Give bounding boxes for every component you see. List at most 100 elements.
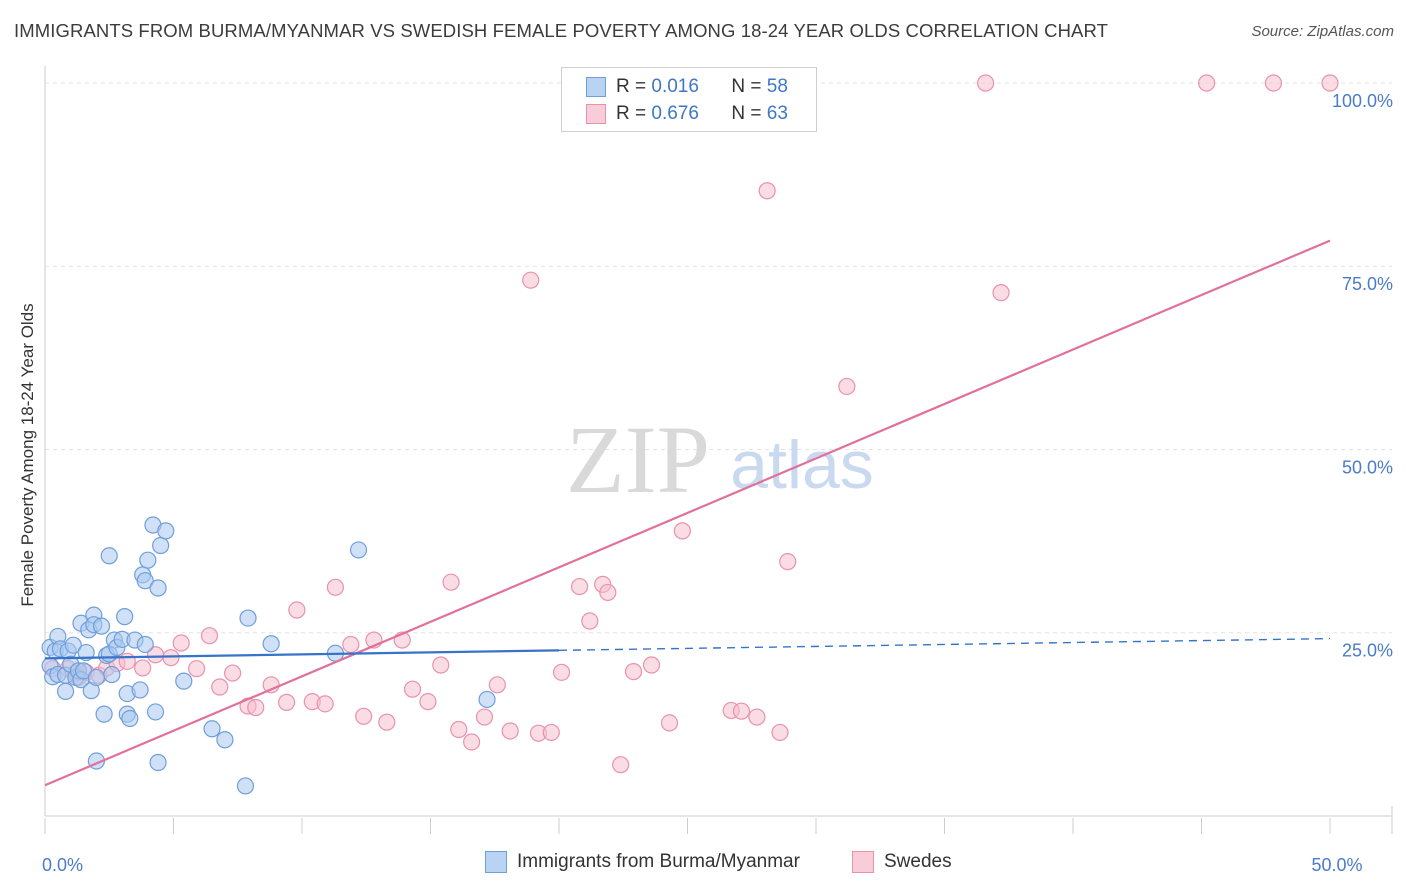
swedes-point — [570, 577, 589, 596]
legend-n-value: 58 — [766, 76, 788, 97]
swedes-point — [612, 756, 630, 774]
swedes-point — [200, 627, 219, 645]
swedes-point — [188, 660, 206, 678]
chart-title: IMMIGRANTS FROM BURMA/MYANMAR VS SWEDISH… — [14, 20, 1108, 41]
swedes-point — [288, 601, 306, 619]
burma-point — [349, 541, 368, 559]
swedes-point — [501, 722, 519, 740]
swedes-point — [748, 708, 766, 726]
legend-r-value: 0.016 — [651, 76, 699, 97]
swedes-point — [211, 678, 229, 696]
burma-point — [262, 635, 280, 653]
swedes-point — [118, 652, 136, 670]
watermark-zip: ZIP — [566, 406, 710, 513]
swedes-point — [599, 583, 617, 602]
burma-trend-extension — [558, 637, 1331, 652]
burma-point — [139, 551, 157, 569]
swedes-point — [247, 698, 265, 717]
swedes-point — [403, 680, 422, 698]
swedes-point — [673, 522, 691, 540]
burma-point — [136, 635, 154, 654]
y-tick-label: 25.0% — [1342, 641, 1393, 661]
swedes-point — [758, 182, 776, 200]
burma-point — [95, 705, 113, 723]
burma-points — [41, 516, 496, 795]
burma-point — [157, 522, 175, 540]
swedes-point — [542, 723, 560, 742]
swedes-point — [342, 635, 360, 654]
swedes-point — [224, 664, 242, 682]
burma-point — [152, 536, 170, 555]
swedes-point — [378, 713, 396, 731]
burma-point — [87, 668, 106, 687]
burma-point — [56, 682, 75, 700]
legend-item-burma[interactable]: Immigrants from Burma/Myanmar — [485, 851, 800, 873]
burma-point — [100, 547, 118, 565]
swedes-point — [642, 656, 661, 674]
swedes-point — [1321, 74, 1339, 92]
swedes-point — [134, 659, 152, 677]
burma-point — [103, 665, 121, 684]
legend-swatch-blue — [586, 77, 606, 97]
swedes-point — [1198, 74, 1216, 92]
swedes-point — [552, 663, 571, 681]
burma-point — [149, 753, 167, 772]
legend-n-label: N = — [731, 103, 767, 124]
swedes-point — [522, 271, 540, 289]
swedes-point — [581, 612, 599, 630]
burma-point — [236, 777, 255, 795]
burma-point — [116, 608, 134, 626]
swedes-point — [355, 707, 373, 725]
burma-point — [77, 643, 95, 662]
y-tick-label: 75.0% — [1342, 274, 1393, 294]
swedes-point — [1264, 74, 1283, 92]
legend-swatch-pink — [852, 851, 874, 873]
source-label: Source: ZipAtlas.com — [1251, 23, 1394, 40]
burma-point — [239, 609, 257, 627]
swedes-point — [463, 733, 481, 751]
legend-row-swedes: R = 0.676 N = 63 — [586, 102, 788, 126]
swedes-point — [624, 662, 643, 681]
swedes-point — [419, 693, 437, 711]
legend-r-value: 0.676 — [651, 103, 699, 124]
axes — [44, 66, 1393, 834]
swedes-point — [488, 676, 506, 694]
legend-n-label: N = — [731, 76, 767, 97]
x-tick-label: 0.0% — [42, 855, 83, 875]
legend-item-swedes[interactable]: Swedes — [852, 851, 952, 873]
burma-point — [131, 681, 149, 699]
swedes-trend-line — [44, 239, 1331, 787]
legend-label-burma: Immigrants from Burma/Myanmar — [517, 851, 800, 872]
swedes-point — [771, 723, 789, 742]
legend-r-label: R = — [616, 103, 652, 124]
burma-point — [64, 636, 82, 654]
swedes-point — [660, 714, 679, 732]
swedes-point — [475, 708, 494, 726]
legend-r-label: R = — [616, 76, 652, 97]
burma-point — [478, 690, 496, 709]
trend-lines — [44, 239, 1331, 787]
legend-label-swedes: Swedes — [884, 851, 952, 872]
swedes-point — [779, 553, 797, 571]
swedes-point — [162, 649, 180, 667]
burma-point — [92, 617, 111, 635]
legend-swatch-blue — [485, 851, 507, 873]
burma-point — [146, 703, 165, 721]
legend-swatch-pink — [586, 104, 606, 124]
burma-point — [203, 720, 221, 738]
y-tick-label: 50.0% — [1342, 457, 1393, 477]
swedes-point — [992, 284, 1010, 302]
legend-row-burma: R = 0.016 N = 58 — [586, 75, 788, 99]
tick-labels: 25.0% 50.0% 75.0% 100.0% 0.0% 50.0% — [42, 91, 1393, 875]
burma-point — [216, 731, 234, 749]
watermark: ZIP atlas — [566, 406, 874, 513]
burma-point — [136, 572, 154, 590]
burma-point — [121, 709, 139, 728]
swedes-point — [442, 573, 460, 591]
swedes-point — [732, 702, 751, 720]
swedes-point — [172, 634, 190, 652]
gridlines — [45, 82, 1392, 634]
swedes-point — [326, 578, 345, 596]
burma-trend-line — [44, 649, 560, 660]
